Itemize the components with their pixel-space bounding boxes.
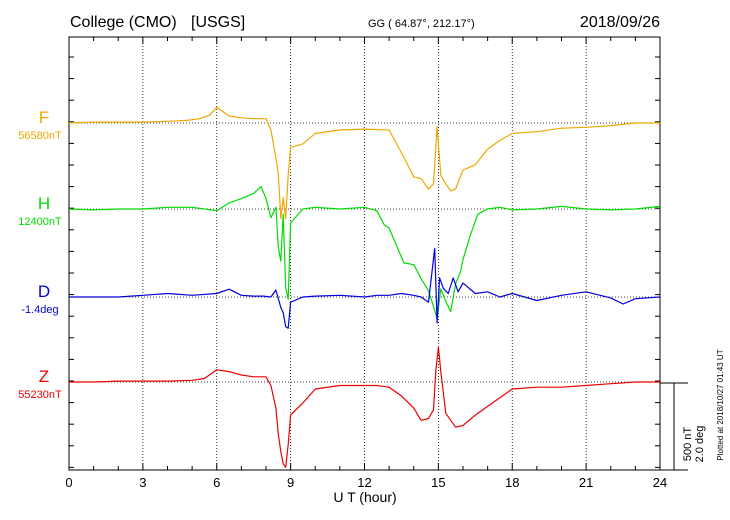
x-tick-labels: 0 3 6 9 12 15 18 21 24	[65, 475, 667, 490]
x-tick-label: 15	[431, 475, 445, 490]
x-tick-label: 12	[357, 475, 371, 490]
series-baseline-h: 12400nT	[18, 216, 62, 228]
date-label: 2018/09/26	[580, 14, 660, 31]
series-baseline-f: 56580nT	[18, 130, 62, 142]
series-line-f	[68, 106, 660, 220]
series-group	[68, 106, 661, 468]
series-name-d: D	[38, 282, 50, 301]
series-name-f: F	[39, 108, 49, 127]
x-tick-label: 6	[213, 475, 220, 490]
series-baseline-z: 55230nT	[18, 389, 62, 401]
x-tick-label: 24	[653, 475, 667, 490]
plotted-note: Plotted at 2018/10/27 01:43 UT	[716, 349, 725, 460]
series-line-h	[68, 185, 661, 320]
series-labels: F 56580nT H 12400nT D -1.4deg Z 55230nT	[18, 108, 62, 401]
x-axis-label: U T (hour)	[333, 489, 396, 505]
series-baseline-d: -1.4deg	[21, 304, 58, 316]
network-label: [USGS]	[191, 14, 245, 31]
axis-ticks	[68, 37, 661, 470]
scale-bar: 500 nT 2.0 deg	[660, 382, 706, 471]
x-tick-label: 3	[139, 475, 146, 490]
scale-label-deg: 2.0 deg	[694, 426, 706, 463]
series-line-d	[69, 247, 661, 329]
coordinates-label: GG ( 64.87°, 212.17°)	[368, 18, 475, 30]
station-title: College (CMO)	[70, 14, 177, 31]
series-name-z: Z	[39, 367, 49, 386]
x-tick-label: 18	[505, 475, 519, 490]
grid	[142, 37, 587, 470]
series-name-h: H	[38, 194, 50, 213]
x-tick-label: 21	[579, 475, 593, 490]
x-tick-label: 9	[287, 475, 294, 490]
x-tick-label: 0	[65, 475, 72, 490]
baselines	[69, 122, 660, 383]
series-line-z	[69, 346, 660, 468]
scale-label-nt: 500 nT	[682, 427, 694, 462]
